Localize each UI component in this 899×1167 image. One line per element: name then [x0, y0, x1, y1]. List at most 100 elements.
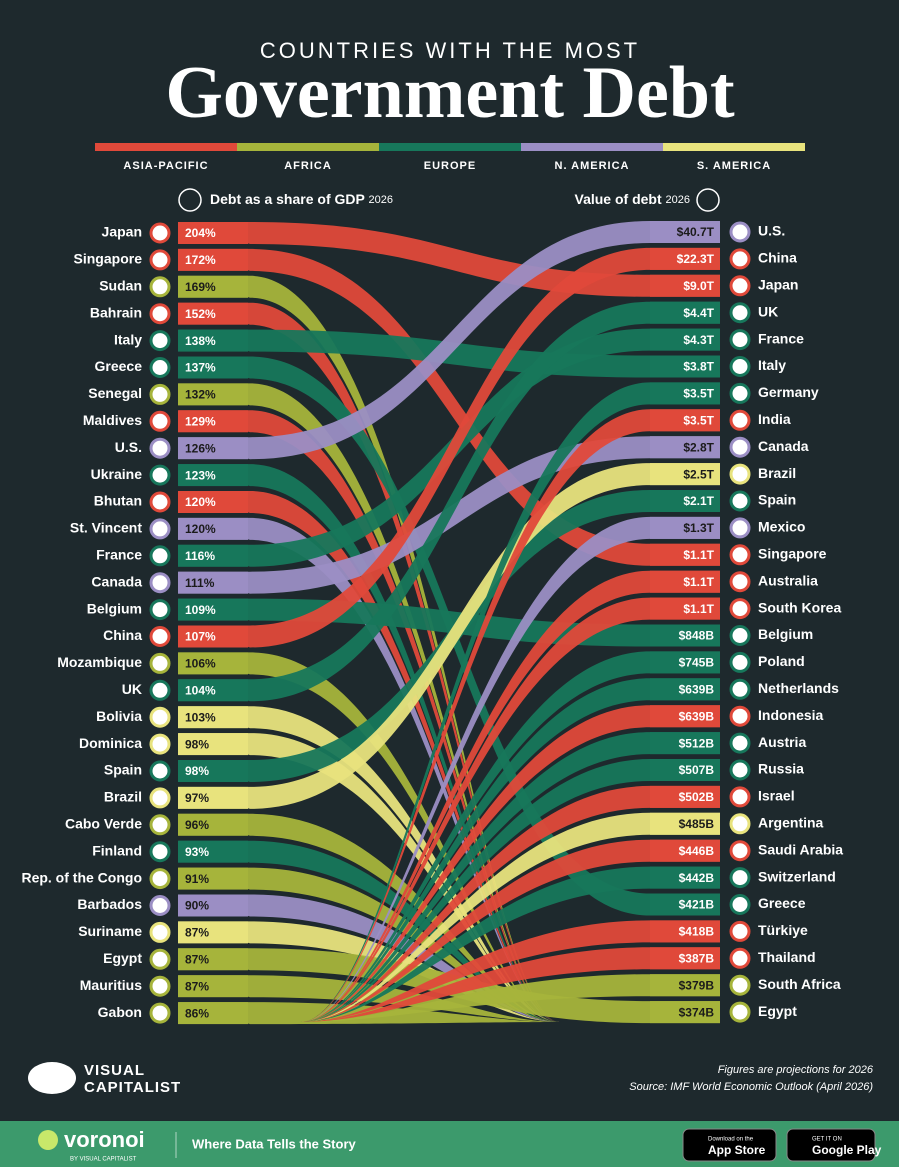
value-box: [650, 1001, 720, 1024]
value-label: 93%: [185, 845, 209, 859]
value-box: [650, 274, 720, 297]
voronoi-icon: [38, 1130, 58, 1150]
country-name: Poland: [758, 653, 805, 669]
value-label: 204%: [185, 226, 216, 240]
value-box: [650, 436, 720, 459]
value-label: $2.1T: [683, 494, 714, 508]
value-box: [650, 732, 720, 755]
value-box: [178, 464, 248, 487]
app-store-link[interactable]: Download on the App Store: [682, 1128, 777, 1162]
country-name: Singapore: [74, 251, 143, 267]
ribbon: [178, 221, 720, 460]
country-name: Belgium: [87, 600, 142, 616]
flag: [729, 436, 751, 458]
value-label: $442B: [679, 871, 715, 885]
flag: [149, 545, 171, 567]
value-box: [650, 247, 720, 270]
flag: [149, 276, 171, 298]
flag: [729, 759, 751, 781]
google-play-link[interactable]: GET IT ON Google Play: [786, 1128, 882, 1162]
value-box: [178, 894, 248, 917]
left-title: Debt as a share of GDP 2026: [210, 191, 393, 207]
country-name: Sudan: [99, 278, 142, 294]
country-name: Brazil: [104, 789, 142, 805]
value-box: [650, 920, 720, 943]
country-name: Italy: [758, 357, 786, 373]
value-label: $485B: [679, 817, 715, 831]
right-year: 2026: [666, 194, 690, 206]
country-name: U.S.: [758, 223, 785, 239]
value-label: $379B: [679, 978, 715, 992]
country-name: Brazil: [758, 465, 796, 481]
value-label: 87%: [185, 979, 209, 993]
value-box: [178, 329, 248, 352]
country-name: UK: [122, 681, 142, 697]
country-name: Maldives: [83, 412, 142, 428]
ribbon: [178, 813, 560, 1022]
value-label: 132%: [185, 388, 216, 402]
flag: [729, 786, 751, 808]
value-box: [178, 383, 248, 406]
value-box: [178, 302, 248, 325]
value-label: 87%: [185, 952, 209, 966]
flag: [729, 1001, 751, 1023]
legend-label: ASIA-PACIFIC: [123, 160, 208, 172]
country-name: Dominica: [79, 735, 142, 751]
value-label: $639B: [679, 709, 715, 723]
value-label: 120%: [185, 522, 216, 536]
value-box: [178, 571, 248, 594]
value-box: [178, 786, 248, 809]
value-label: 103%: [185, 710, 216, 724]
value-box: [650, 597, 720, 620]
logo-mark: [28, 1062, 76, 1094]
value-label: $1.1T: [683, 575, 714, 589]
flag: [729, 732, 751, 754]
value-label: $374B: [679, 1005, 715, 1019]
country-name: Saudi Arabia: [758, 841, 843, 857]
country-name: Rep. of the Congo: [21, 869, 142, 885]
value-box: [650, 301, 720, 324]
flag: [149, 437, 171, 459]
value-label: 107%: [185, 630, 216, 644]
value-label: 91%: [185, 872, 209, 886]
flag: [149, 1002, 171, 1024]
value-label: 98%: [185, 737, 209, 751]
value-label: $4.3T: [683, 333, 714, 347]
value-label: $387B: [679, 951, 715, 965]
flag: [729, 867, 751, 889]
flag: [729, 463, 751, 485]
flag: [729, 678, 751, 700]
google-play-button[interactable]: [786, 1128, 876, 1162]
logo-top: VISUAL: [84, 1062, 145, 1079]
value-label: 138%: [185, 334, 216, 348]
flag: [729, 598, 751, 620]
flag: [729, 275, 751, 297]
legend-swatch: [663, 143, 805, 151]
value-box: [178, 760, 248, 782]
ribbon: [300, 974, 720, 1022]
country-name: Singapore: [758, 546, 827, 562]
value-label: $745B: [679, 656, 715, 670]
country-name: France: [758, 330, 804, 346]
value-box: [650, 221, 720, 243]
value-label: 98%: [185, 764, 209, 778]
source: Source: IMF World Economic Outlook (Apri…: [629, 1081, 873, 1093]
flag: [149, 921, 171, 943]
flag: [729, 329, 751, 351]
country-name: Spain: [104, 762, 142, 778]
country-name: Argentina: [758, 815, 824, 831]
flag: [729, 544, 751, 566]
value-label: $2.5T: [683, 467, 714, 481]
flag: [149, 652, 171, 674]
value-label: $639B: [679, 682, 715, 696]
title: Government Debt: [165, 52, 735, 134]
value-box: [178, 840, 248, 863]
app-store-button[interactable]: [682, 1128, 777, 1162]
value-box: [650, 624, 720, 647]
country-name: Canada: [758, 438, 809, 454]
country-name: Bolivia: [96, 708, 142, 724]
value-box: [650, 409, 720, 432]
legend-swatch: [95, 143, 237, 151]
country-name: Netherlands: [758, 680, 839, 696]
percent-icon: [178, 188, 202, 212]
